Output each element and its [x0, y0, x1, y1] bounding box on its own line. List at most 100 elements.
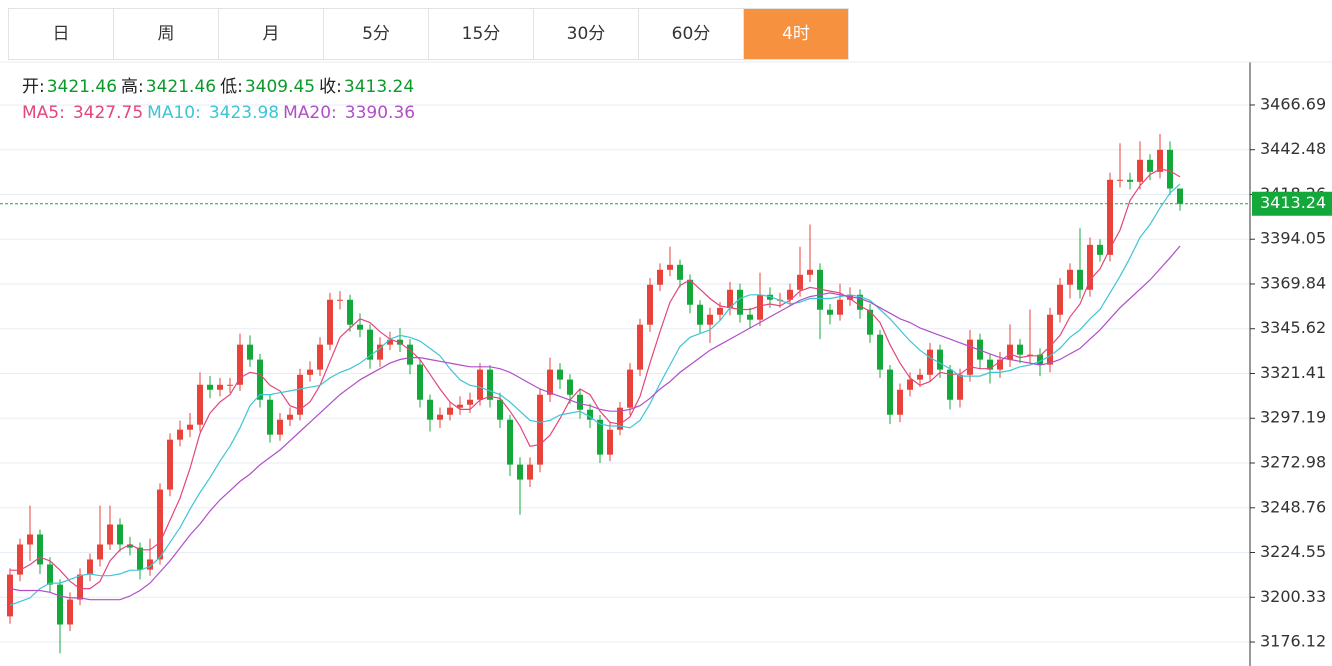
ohlc-item: 开: 3421.46: [22, 77, 119, 97]
candle-body: [487, 369, 493, 400]
candle-body: [927, 349, 933, 375]
candle-body: [427, 399, 433, 420]
ohlc-value: 3421.46: [46, 77, 118, 97]
candle-body: [307, 369, 313, 375]
ma-legend-item: MA5: 3427.75: [22, 103, 145, 123]
candle-body: [717, 307, 723, 315]
period-tab[interactable]: 30分: [534, 9, 639, 59]
candle-body: [497, 399, 503, 420]
period-tab[interactable]: 4时: [744, 9, 849, 59]
candle-body: [607, 429, 613, 455]
candle-body: [437, 414, 443, 420]
y-tick-label: 3248.76: [1260, 497, 1326, 516]
candle-body: [367, 329, 373, 360]
period-tab[interactable]: 15分: [429, 9, 534, 59]
ohlc-value: 3413.24: [343, 77, 415, 97]
candle-body: [727, 289, 733, 308]
candle-body: [827, 309, 833, 315]
ohlc-row: 开: 3421.46 高: 3421.46 低: 3409.45 收: 3413.24: [22, 74, 419, 100]
candle-body: [547, 369, 553, 395]
candle-body: [47, 564, 53, 585]
period-tab[interactable]: 60分: [639, 9, 744, 59]
candle-body: [907, 379, 913, 390]
period-tab[interactable]: 月: [219, 9, 324, 59]
candle-body: [417, 364, 423, 400]
candle-body: [637, 324, 643, 370]
candle-body: [167, 439, 173, 490]
candle-body: [697, 304, 703, 325]
candle-body: [537, 394, 543, 465]
candle-body: [1117, 179, 1123, 181]
candle-body: [347, 299, 353, 325]
candle-body: [447, 407, 453, 415]
candle-body: [897, 389, 903, 415]
candle-body: [507, 419, 513, 465]
ohlc-item: 低: 3409.45: [220, 77, 317, 97]
candle-body: [797, 274, 803, 290]
candle-body: [177, 429, 183, 440]
candle-body: [1177, 188, 1183, 204]
ma-legend-value: 3390.36: [344, 103, 416, 123]
candle-body: [937, 349, 943, 370]
y-tick-label: 3369.84: [1260, 273, 1326, 292]
candle-body: [987, 359, 993, 370]
candle-body: [1097, 244, 1103, 255]
candle-body: [707, 314, 713, 325]
ma-legend-item: MA20: 3390.36: [283, 103, 417, 123]
candle-body: [1067, 269, 1073, 285]
candle-body: [1077, 269, 1083, 290]
candle-body: [197, 384, 203, 425]
candle-body: [217, 384, 223, 390]
ma-legend-value: 3427.75: [72, 103, 144, 123]
candle-body: [27, 534, 33, 545]
y-tick-label: 3345.62: [1260, 318, 1326, 337]
candle-body: [1147, 159, 1153, 172]
candle-body: [227, 384, 233, 386]
candle-body: [947, 369, 953, 400]
ohlc-item: 收: 3413.24: [319, 77, 416, 97]
candle-body: [327, 299, 333, 345]
candle-body: [857, 294, 863, 310]
ma-legend-name: MA5:: [22, 103, 65, 123]
candle-body: [97, 544, 103, 560]
ma-row: MA5: 3427.75 MA10: 3423.98 MA20: 3390.36: [22, 100, 419, 126]
candle-body: [277, 419, 283, 435]
candle-body: [597, 419, 603, 455]
candle-body: [1037, 354, 1043, 365]
candle-body: [1027, 354, 1033, 356]
ma-legend-value: 3423.98: [208, 103, 280, 123]
candle-body: [1087, 244, 1093, 290]
candle-body: [57, 584, 63, 625]
candle-body: [317, 344, 323, 370]
y-tick-label: 3224.55: [1260, 542, 1326, 561]
candle-body: [17, 544, 23, 575]
candle-body: [187, 424, 193, 430]
ma-legend-item: MA10: 3423.98: [147, 103, 281, 123]
candle-body: [357, 324, 363, 330]
candle-body: [247, 344, 253, 360]
candle-body: [747, 314, 753, 320]
period-tab[interactable]: 5分: [324, 9, 429, 59]
candle-body: [1057, 284, 1063, 315]
candle-body: [1127, 179, 1133, 182]
candle-body: [477, 369, 483, 400]
candle-body: [687, 279, 693, 305]
candle-body: [137, 547, 143, 570]
candle-body: [657, 269, 663, 285]
candle-body: [837, 299, 843, 315]
candle-body: [377, 344, 383, 360]
candle-body: [87, 559, 93, 575]
candle-body: [867, 309, 873, 335]
candle-body: [877, 334, 883, 370]
y-tick-label: 3321.41: [1260, 363, 1326, 382]
candle-body: [647, 284, 653, 325]
candle-body: [587, 409, 593, 420]
info-panel: 开: 3421.46 高: 3421.46 低: 3409.45 收: 3413.24 MA5…: [22, 74, 419, 126]
candle-body: [567, 379, 573, 395]
period-tab[interactable]: 周: [114, 9, 219, 59]
period-tab[interactable]: 日: [9, 9, 114, 59]
candle-body: [957, 374, 963, 400]
period-tabs: 日周月 5分 15分 30分 60分 4时: [8, 8, 849, 60]
y-tick-label: 3272.98: [1260, 452, 1326, 471]
